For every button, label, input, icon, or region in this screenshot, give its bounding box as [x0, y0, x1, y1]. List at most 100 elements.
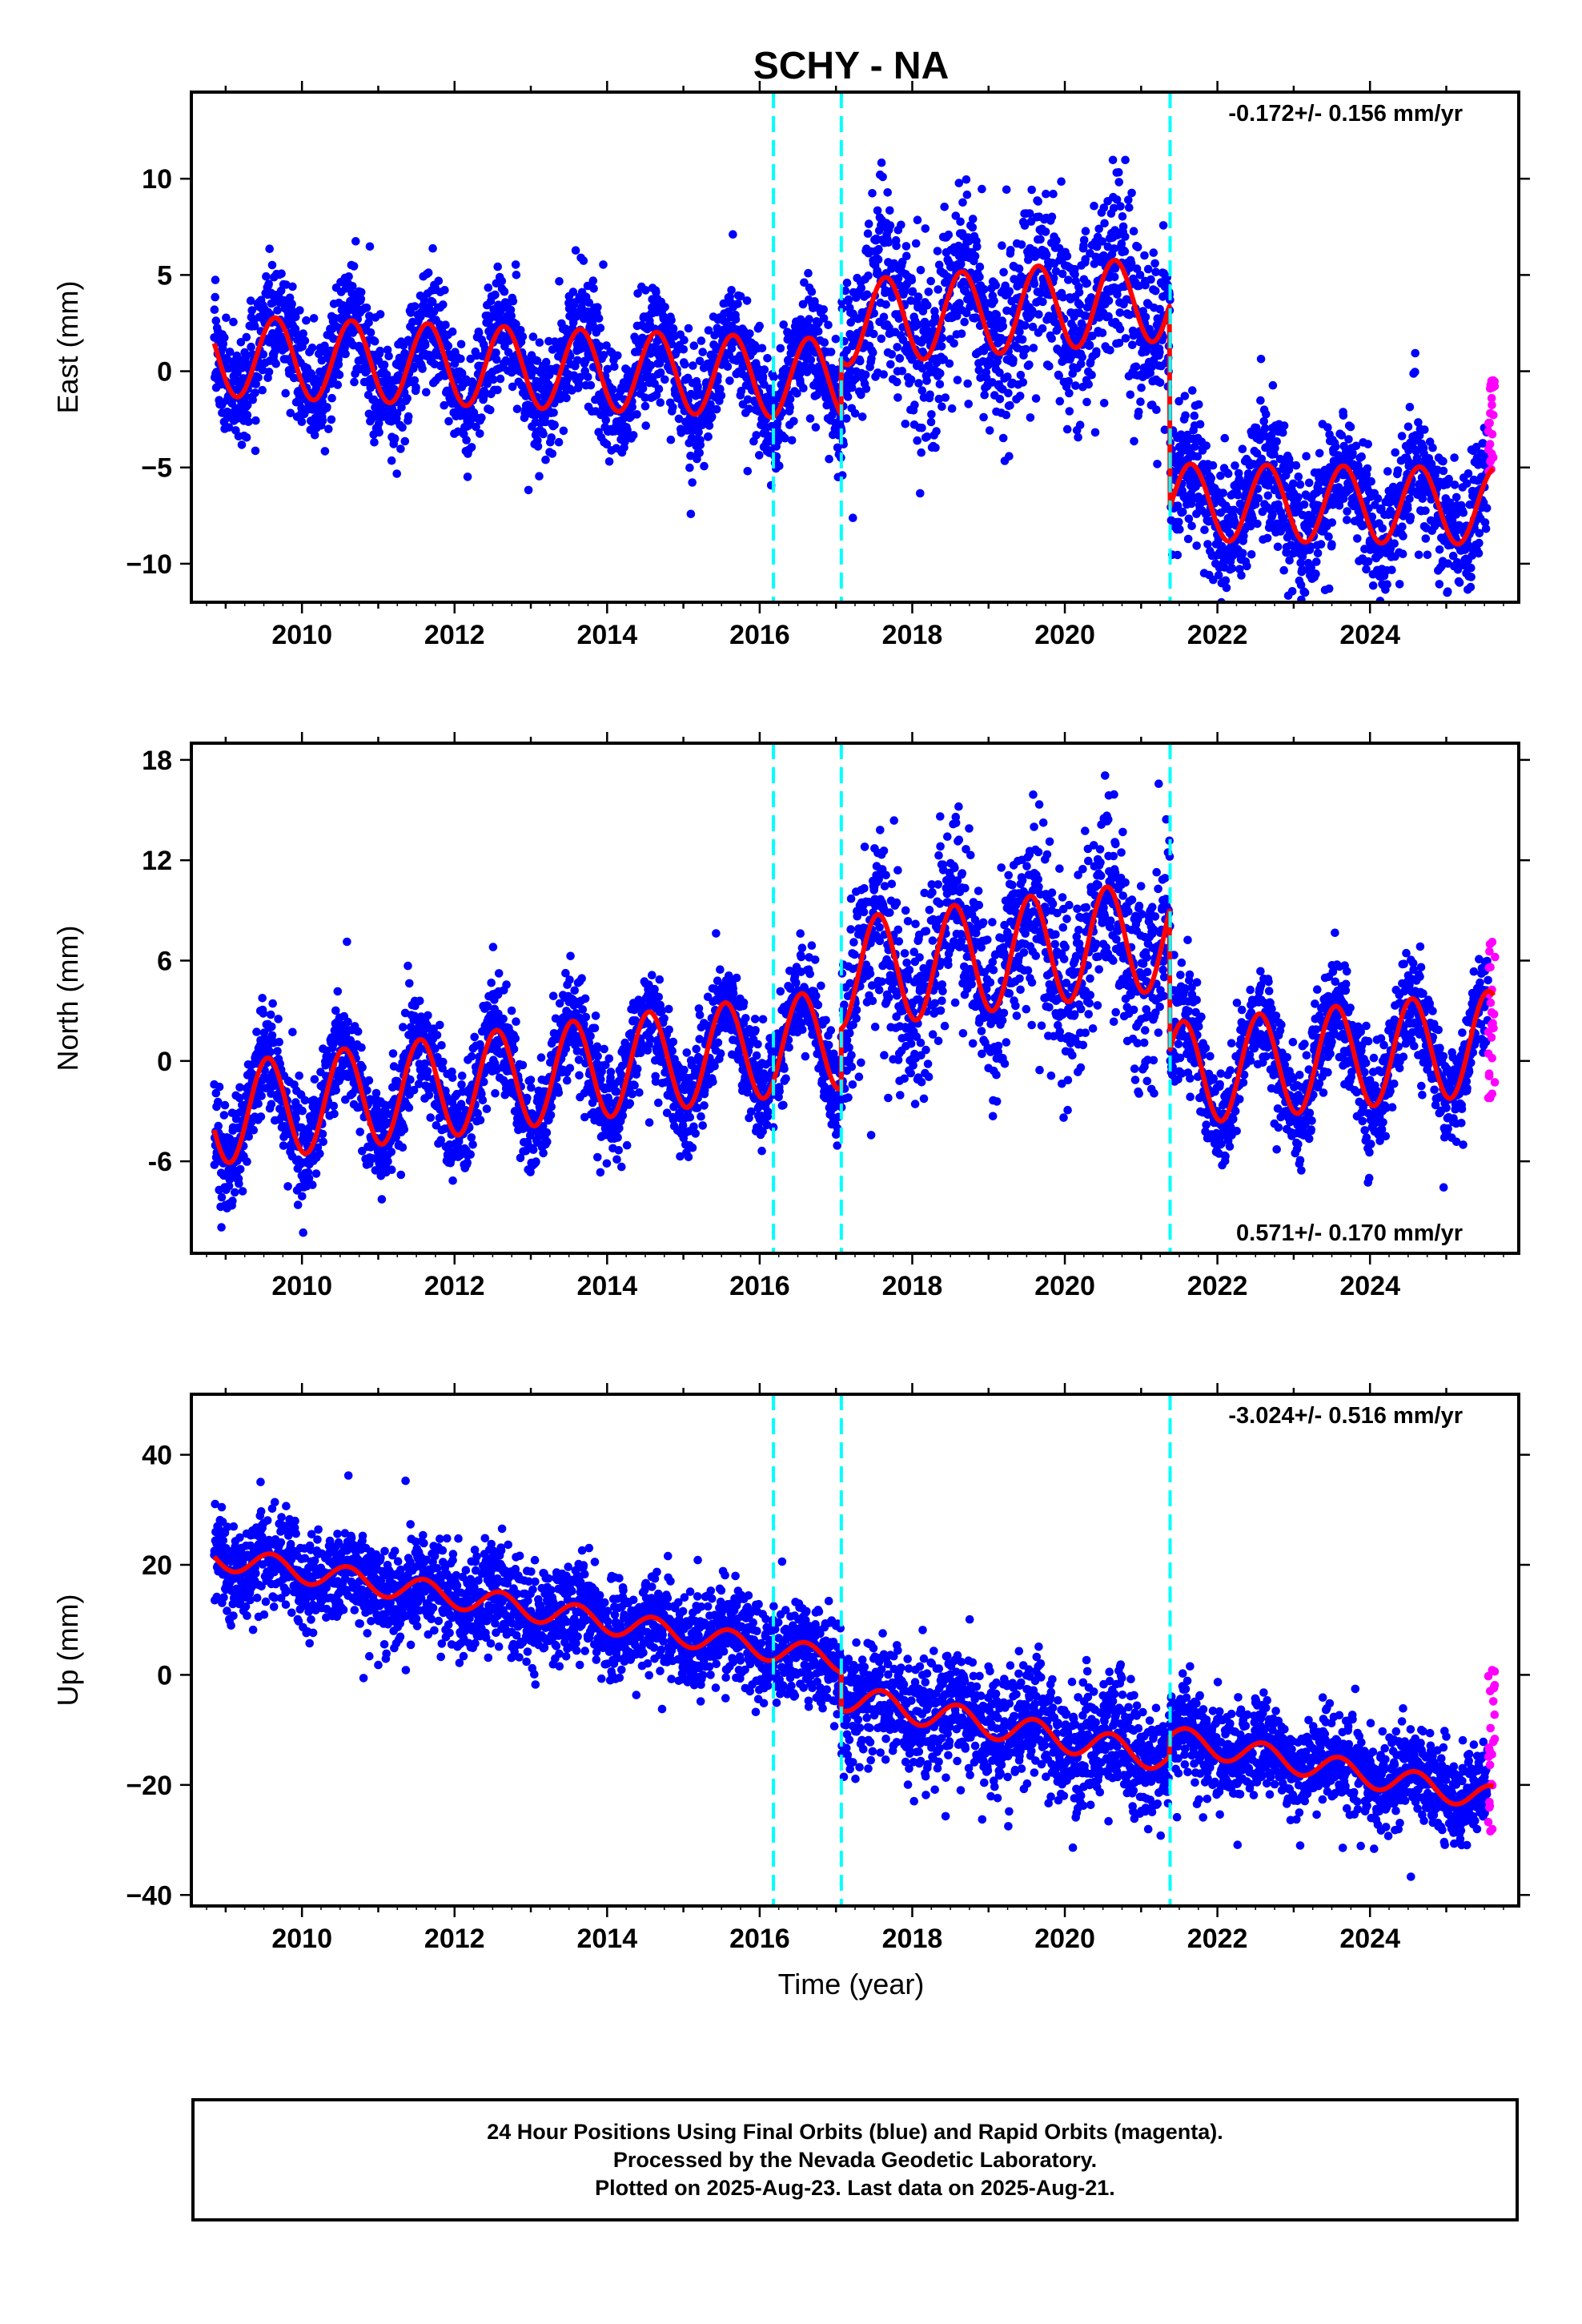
final-orbit-point — [398, 423, 407, 432]
final-orbit-point — [516, 326, 525, 335]
final-orbit-point — [800, 278, 809, 287]
final-orbit-point — [397, 403, 406, 412]
final-orbit-point — [375, 310, 385, 319]
final-orbit-point — [271, 360, 281, 368]
final-orbit-point — [681, 360, 689, 369]
final-orbit-point — [1015, 392, 1025, 400]
final-orbit-point — [257, 1092, 266, 1100]
final-orbit-point — [1082, 279, 1092, 288]
final-orbit-point — [493, 385, 502, 395]
final-orbit-point — [463, 472, 472, 481]
final-orbit-point — [298, 1106, 307, 1116]
final-orbit-point — [277, 269, 286, 279]
final-orbit-point — [1018, 335, 1027, 344]
final-orbit-point — [1022, 344, 1030, 354]
final-orbit-point — [1353, 534, 1362, 543]
final-orbit-point — [1343, 507, 1351, 516]
final-orbit-point — [805, 414, 815, 423]
final-orbit-point — [745, 404, 753, 413]
final-orbit-point — [910, 400, 919, 409]
final-orbit-point — [857, 283, 866, 292]
final-orbit-point — [869, 309, 878, 318]
final-orbit-point — [1221, 576, 1231, 585]
final-orbit-point — [968, 223, 978, 232]
final-orbit-point — [873, 255, 883, 264]
final-orbit-point — [1125, 203, 1134, 212]
final-orbit-point — [1175, 525, 1184, 534]
final-orbit-point — [540, 417, 550, 427]
final-orbit-point — [623, 425, 632, 435]
final-orbit-point — [941, 393, 950, 402]
final-orbit-point — [1108, 155, 1118, 165]
final-orbit-point — [251, 380, 261, 388]
final-orbit-point — [375, 346, 385, 356]
final-orbit-point — [420, 296, 428, 304]
final-orbit-point — [641, 421, 650, 430]
final-orbit-point — [862, 290, 872, 300]
final-orbit-point — [295, 306, 304, 315]
final-orbit-point — [646, 360, 656, 370]
final-orbit-point — [428, 297, 437, 307]
final-orbit-point — [217, 1223, 226, 1232]
final-orbit-point — [428, 243, 437, 253]
final-orbit-point — [1383, 580, 1391, 589]
final-orbit-point — [1467, 573, 1476, 581]
final-orbit-point — [879, 370, 888, 379]
final-orbit-point — [362, 304, 371, 312]
final-orbit-point — [1214, 570, 1223, 580]
final-orbit-point — [300, 336, 310, 345]
final-orbit-point — [410, 376, 420, 385]
final-orbit-point — [902, 251, 911, 261]
final-orbit-point — [640, 393, 649, 402]
final-orbit-point — [820, 338, 829, 348]
final-orbit-point — [940, 202, 949, 211]
final-orbit-point — [1195, 420, 1205, 429]
final-orbit-point — [634, 348, 643, 356]
final-orbit-point — [893, 393, 902, 402]
final-orbit-point — [696, 440, 705, 449]
final-orbit-point — [1461, 619, 1470, 628]
final-orbit-point — [298, 1192, 307, 1201]
final-orbit-point — [554, 437, 564, 447]
final-orbit-point — [913, 215, 922, 225]
final-orbit-point — [599, 351, 608, 360]
final-orbit-point — [700, 461, 709, 471]
final-orbit-point — [957, 259, 966, 269]
final-orbit-point — [917, 424, 926, 432]
final-orbit-point — [1005, 287, 1014, 296]
final-orbit-point — [1439, 466, 1448, 476]
final-orbit-point — [321, 1061, 330, 1070]
final-orbit-point — [1373, 605, 1382, 614]
final-orbit-point — [799, 384, 808, 393]
final-orbit-point — [375, 428, 383, 437]
final-orbit-point — [1450, 480, 1460, 489]
final-orbit-point — [1222, 583, 1231, 593]
final-orbit-point — [1272, 437, 1281, 446]
final-orbit-point — [1121, 334, 1130, 343]
final-orbit-point — [924, 287, 934, 296]
final-orbit-point — [705, 421, 714, 430]
final-orbit-point — [324, 424, 333, 433]
final-orbit-point — [628, 431, 638, 440]
rapid-orbit-point — [1487, 376, 1496, 385]
final-orbit-point — [456, 340, 466, 349]
x-tick-label: 2014 — [576, 620, 637, 650]
final-orbit-point — [440, 400, 448, 410]
final-orbit-point — [998, 322, 1008, 331]
final-orbit-point — [1323, 423, 1332, 432]
final-orbit-point — [1005, 452, 1014, 460]
final-orbit-point — [1406, 513, 1415, 521]
final-orbit-point — [933, 247, 942, 255]
final-orbit-point — [573, 356, 582, 365]
final-orbit-point — [652, 287, 661, 297]
x-tick-label: 2012 — [424, 620, 485, 650]
final-orbit-point — [1443, 587, 1452, 596]
final-orbit-point — [851, 374, 860, 384]
final-orbit-point — [641, 286, 650, 295]
final-orbit-point — [1126, 390, 1135, 400]
final-orbit-point — [477, 413, 486, 422]
x-tick-label: 2020 — [1034, 620, 1095, 650]
final-orbit-point — [533, 442, 543, 451]
final-orbit-point — [1344, 435, 1353, 444]
final-orbit-point — [333, 380, 343, 389]
